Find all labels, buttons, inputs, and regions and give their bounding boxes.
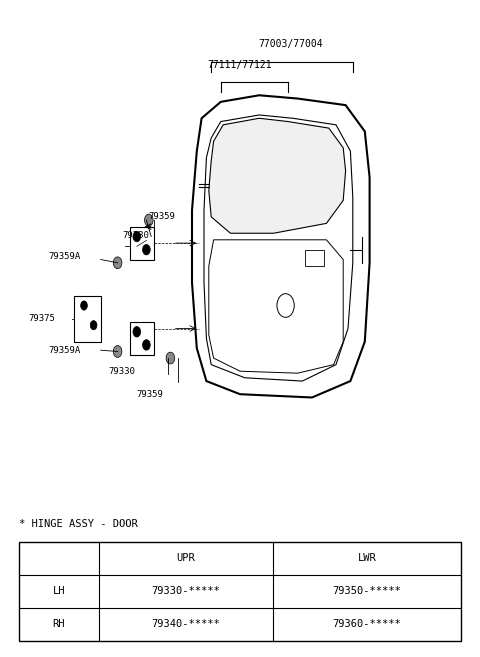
- Text: 79359: 79359: [137, 390, 164, 399]
- Text: 79359A: 79359A: [48, 346, 80, 355]
- Text: 79330: 79330: [108, 367, 135, 376]
- Bar: [130, 322, 154, 355]
- Circle shape: [144, 214, 153, 226]
- Text: 79359A: 79359A: [48, 252, 80, 261]
- Bar: [19, 542, 461, 641]
- Text: 79359: 79359: [149, 212, 176, 221]
- Circle shape: [133, 231, 141, 242]
- Text: LWR: LWR: [358, 553, 376, 564]
- Text: 77003/77004: 77003/77004: [258, 39, 323, 49]
- Circle shape: [133, 327, 141, 337]
- Circle shape: [113, 257, 122, 269]
- Text: UPR: UPR: [177, 553, 195, 564]
- Text: 79330-*****: 79330-*****: [152, 586, 220, 597]
- Text: 77111/77121: 77111/77121: [208, 60, 272, 70]
- Bar: [74, 296, 101, 342]
- Text: * HINGE ASSY - DOOR: * HINGE ASSY - DOOR: [19, 519, 138, 529]
- Circle shape: [113, 346, 122, 357]
- Circle shape: [143, 244, 150, 255]
- Text: LH: LH: [53, 586, 65, 597]
- Text: 79360-*****: 79360-*****: [333, 619, 401, 629]
- Polygon shape: [209, 118, 346, 233]
- Bar: [130, 227, 154, 260]
- Circle shape: [90, 321, 97, 330]
- Text: 79375: 79375: [29, 314, 56, 323]
- Circle shape: [81, 301, 87, 310]
- Text: 79330: 79330: [122, 231, 149, 240]
- Circle shape: [166, 352, 175, 364]
- Text: 79340-*****: 79340-*****: [152, 619, 220, 629]
- Circle shape: [143, 340, 150, 350]
- Text: RH: RH: [53, 619, 65, 629]
- Text: 79350-*****: 79350-*****: [333, 586, 401, 597]
